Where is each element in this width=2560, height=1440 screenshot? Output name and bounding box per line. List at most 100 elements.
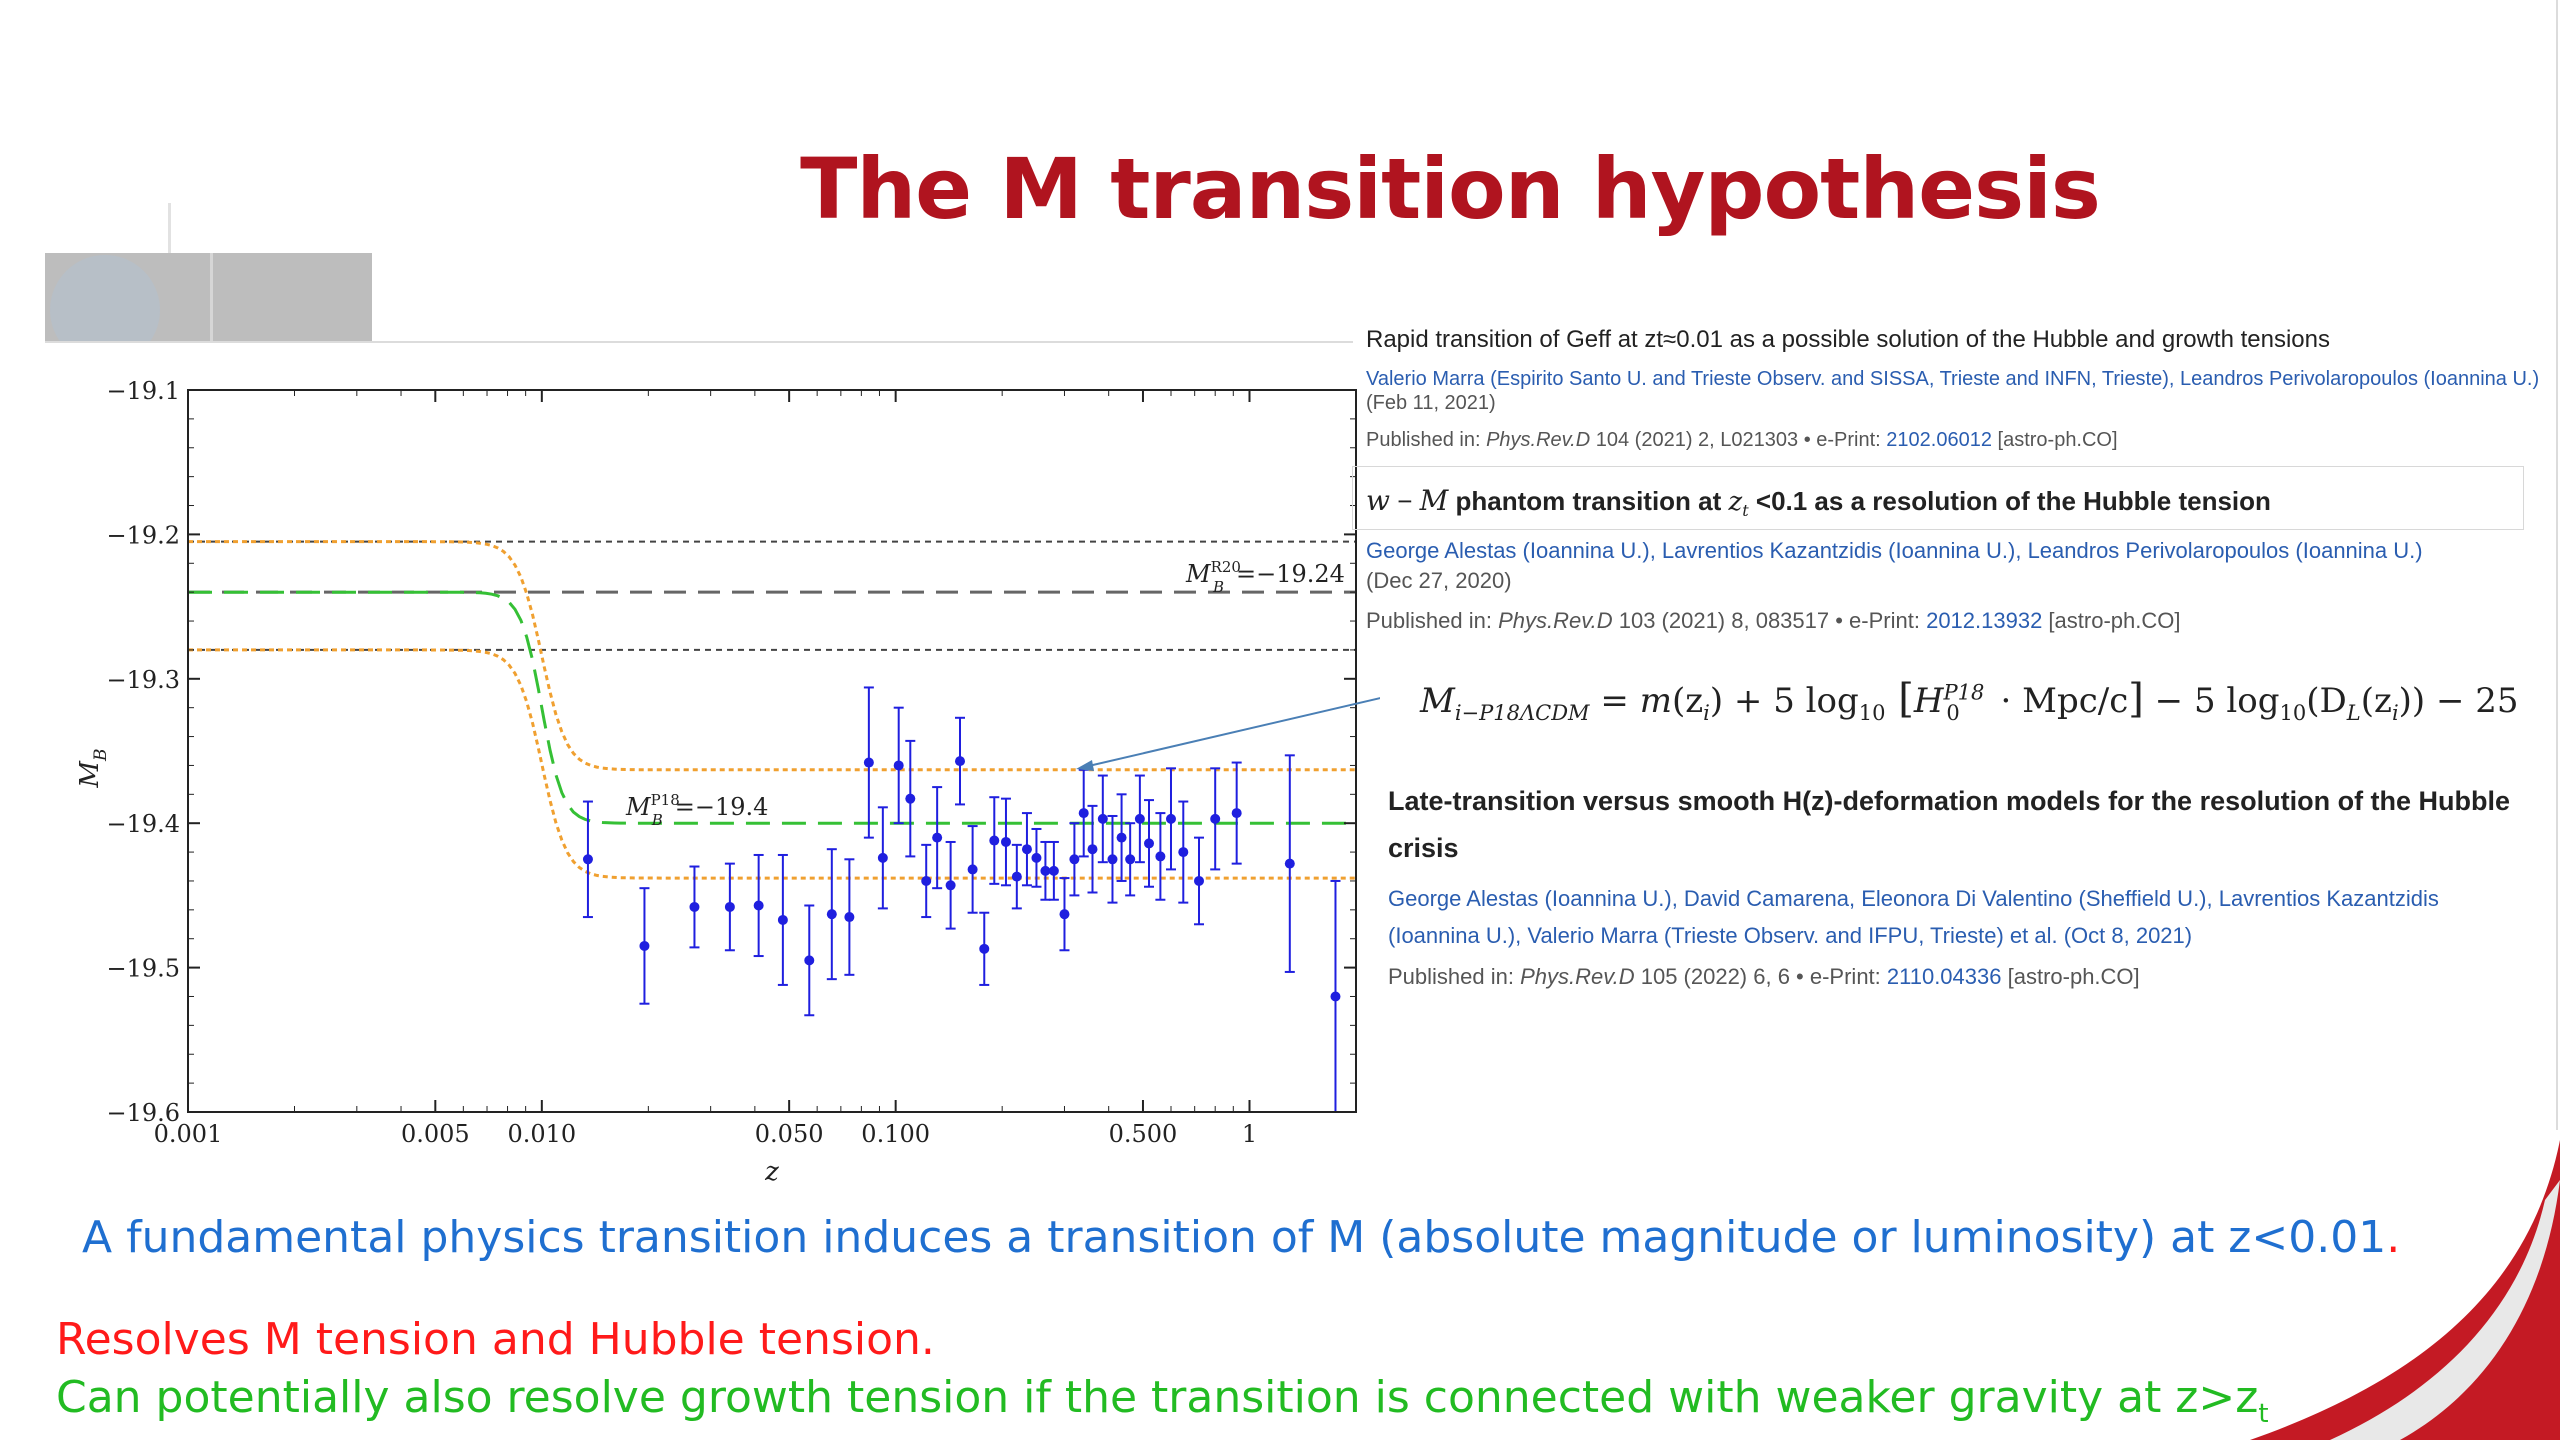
reference-1-journal: Phys.Rev.D bbox=[1486, 429, 1591, 451]
data-point bbox=[932, 832, 943, 843]
data-point bbox=[844, 912, 855, 923]
data-point bbox=[967, 864, 978, 875]
data-point bbox=[1155, 851, 1166, 862]
x-tick-label: 0.500 bbox=[1109, 1120, 1178, 1148]
reference-2-journal: Phys.Rev.D bbox=[1498, 608, 1613, 634]
reference-1-authors[interactable]: Valerio Marra (Espirito Santo U. and Tri… bbox=[1366, 368, 2540, 390]
data-point bbox=[1011, 871, 1022, 882]
y-tick-label: −19.2 bbox=[106, 521, 180, 549]
annotation-r20: MR20 B =−19.24 bbox=[1185, 558, 1345, 596]
data-point bbox=[1116, 832, 1127, 843]
plot-frame bbox=[187, 389, 1357, 1113]
data-point bbox=[804, 955, 815, 966]
slide-title: The M transition hypothesis bbox=[800, 140, 2101, 238]
data-point bbox=[1059, 909, 1070, 920]
transition-upper-curve bbox=[188, 540, 1356, 772]
data-point bbox=[1000, 836, 1011, 847]
data-point bbox=[1097, 813, 1108, 824]
x-tick-label: 0.050 bbox=[755, 1120, 824, 1148]
data-point bbox=[1330, 991, 1341, 1002]
reference-1-date: (Feb 11, 2021) bbox=[1366, 392, 1496, 414]
x-tick-label: 0.010 bbox=[507, 1120, 576, 1148]
x-tick-label: 0.005 bbox=[401, 1120, 470, 1148]
x-tick-label: 1 bbox=[1242, 1120, 1257, 1148]
equation: Mi−P18ΛCDM = m(zi) + 5 log10 [HP180 · Mp… bbox=[1420, 676, 2519, 725]
statement-growth: Can potentially also resolve growth tens… bbox=[56, 1372, 2269, 1429]
data-point bbox=[1165, 813, 1176, 824]
data-point bbox=[1144, 838, 1155, 849]
data-point bbox=[979, 943, 990, 954]
data-point bbox=[1210, 813, 1221, 824]
statement-transition: A fundamental physics transition induces… bbox=[82, 1212, 2401, 1263]
chart-svg: −19.1 −19.2 −19.3 −19.4 −19.5 −19.60.001 0.005… bbox=[75, 377, 1380, 1187]
reference-3-eprint-link[interactable]: 2110.04336 bbox=[1886, 964, 2002, 989]
decorative-line bbox=[168, 203, 171, 255]
thumbnail-globe bbox=[50, 255, 160, 343]
divider-line bbox=[45, 341, 1353, 343]
data-point bbox=[863, 757, 874, 768]
y-tick-label: −19.6 bbox=[106, 1099, 180, 1127]
y-tick-label: −19.1 bbox=[106, 377, 180, 405]
data-point bbox=[1178, 847, 1189, 858]
data-point bbox=[905, 793, 916, 804]
reference-3-authors[interactable]: George Alestas (Ioannina U.), David Cama… bbox=[1388, 886, 2439, 948]
statement-resolves: Resolves M tension and Hubble tension. bbox=[56, 1314, 935, 1365]
y-tick-label: −19.4 bbox=[106, 810, 180, 838]
data-point bbox=[1231, 808, 1242, 819]
data-point bbox=[877, 852, 888, 863]
data-point bbox=[777, 914, 788, 925]
annotation-p18: MP18 B =−19.4 bbox=[625, 791, 768, 829]
reference-1-publication: Published in: Phys.Rev.D 104 (2021) 2, L… bbox=[1366, 429, 2118, 451]
x-tick-label: 0.001 bbox=[154, 1120, 223, 1148]
data-point bbox=[1125, 854, 1136, 865]
data-point bbox=[1087, 844, 1098, 855]
x-axis-label: z bbox=[764, 1157, 779, 1187]
data-point bbox=[1069, 854, 1080, 865]
mb-vs-z-chart: −19.1 −19.2 −19.3 −19.4 −19.5 −19.6 0.001 0.005… bbox=[0, 360, 1380, 1200]
reference-2-title-box bbox=[1352, 466, 2524, 530]
data-point bbox=[724, 901, 735, 912]
reference-1-title: Rapid transition of Geff at zt≈0.01 as a… bbox=[1366, 326, 2330, 353]
reference-2-date: (Dec 27, 2020) bbox=[1366, 568, 1512, 594]
reference-2: w − M phantom transition at zt <0.1 as a… bbox=[1366, 484, 2546, 634]
data-point bbox=[1194, 875, 1205, 886]
data-point bbox=[1048, 865, 1059, 876]
data-point bbox=[1107, 854, 1118, 865]
thumbnail-divider bbox=[210, 253, 213, 343]
reference-3: Late-transition versus smooth H(z)-defor… bbox=[1388, 778, 2518, 990]
reference-3-title: Late-transition versus smooth H(z)-defor… bbox=[1388, 786, 2511, 863]
y-axis-label: MB bbox=[75, 748, 111, 788]
data-point bbox=[689, 901, 700, 912]
data-point bbox=[1078, 808, 1089, 819]
reference-2-eprint-link[interactable]: 2012.13932 bbox=[1926, 608, 2043, 634]
reference-2-authors[interactable]: George Alestas (Ioannina U.), Lavrentios… bbox=[1366, 538, 2423, 564]
y-tick-label: −19.5 bbox=[106, 955, 180, 983]
y-tick-label: −19.3 bbox=[106, 666, 180, 694]
data-point bbox=[989, 835, 1000, 846]
reference-2-title: w − M phantom transition at zt <0.1 as a… bbox=[1366, 484, 2271, 521]
data-point bbox=[826, 909, 837, 920]
reference-2-publication: Published in: Phys.Rev.D 103 (2021) 8, 0… bbox=[1366, 608, 2181, 634]
thumbnail-image bbox=[45, 253, 372, 343]
data-point bbox=[954, 756, 965, 767]
data-point bbox=[1031, 852, 1042, 863]
data-point bbox=[1284, 858, 1295, 869]
data-point bbox=[921, 875, 932, 886]
reference-1: Rapid transition of Geff at zt≈0.01 as a… bbox=[1366, 326, 2546, 452]
data-point bbox=[582, 854, 593, 865]
data-point bbox=[639, 940, 650, 951]
data-point bbox=[1040, 865, 1051, 876]
data-point bbox=[945, 880, 956, 891]
data-point bbox=[893, 760, 904, 771]
data-point bbox=[753, 900, 764, 911]
data-point bbox=[1021, 844, 1032, 855]
equation-arrow bbox=[1079, 697, 1380, 769]
transition-central-curve bbox=[188, 590, 1356, 825]
x-tick-label: 0.100 bbox=[861, 1120, 930, 1148]
data-point bbox=[1134, 813, 1145, 824]
reference-3-journal: Phys.Rev.D bbox=[1520, 964, 1635, 989]
transition-lower-curve bbox=[188, 648, 1356, 880]
reference-3-publication: Published in: Phys.Rev.D 105 (2022) 6, 6… bbox=[1388, 964, 2140, 989]
equation-arrow-head bbox=[1076, 760, 1094, 771]
reference-1-eprint-link[interactable]: 2102.06012 bbox=[1886, 429, 1992, 451]
